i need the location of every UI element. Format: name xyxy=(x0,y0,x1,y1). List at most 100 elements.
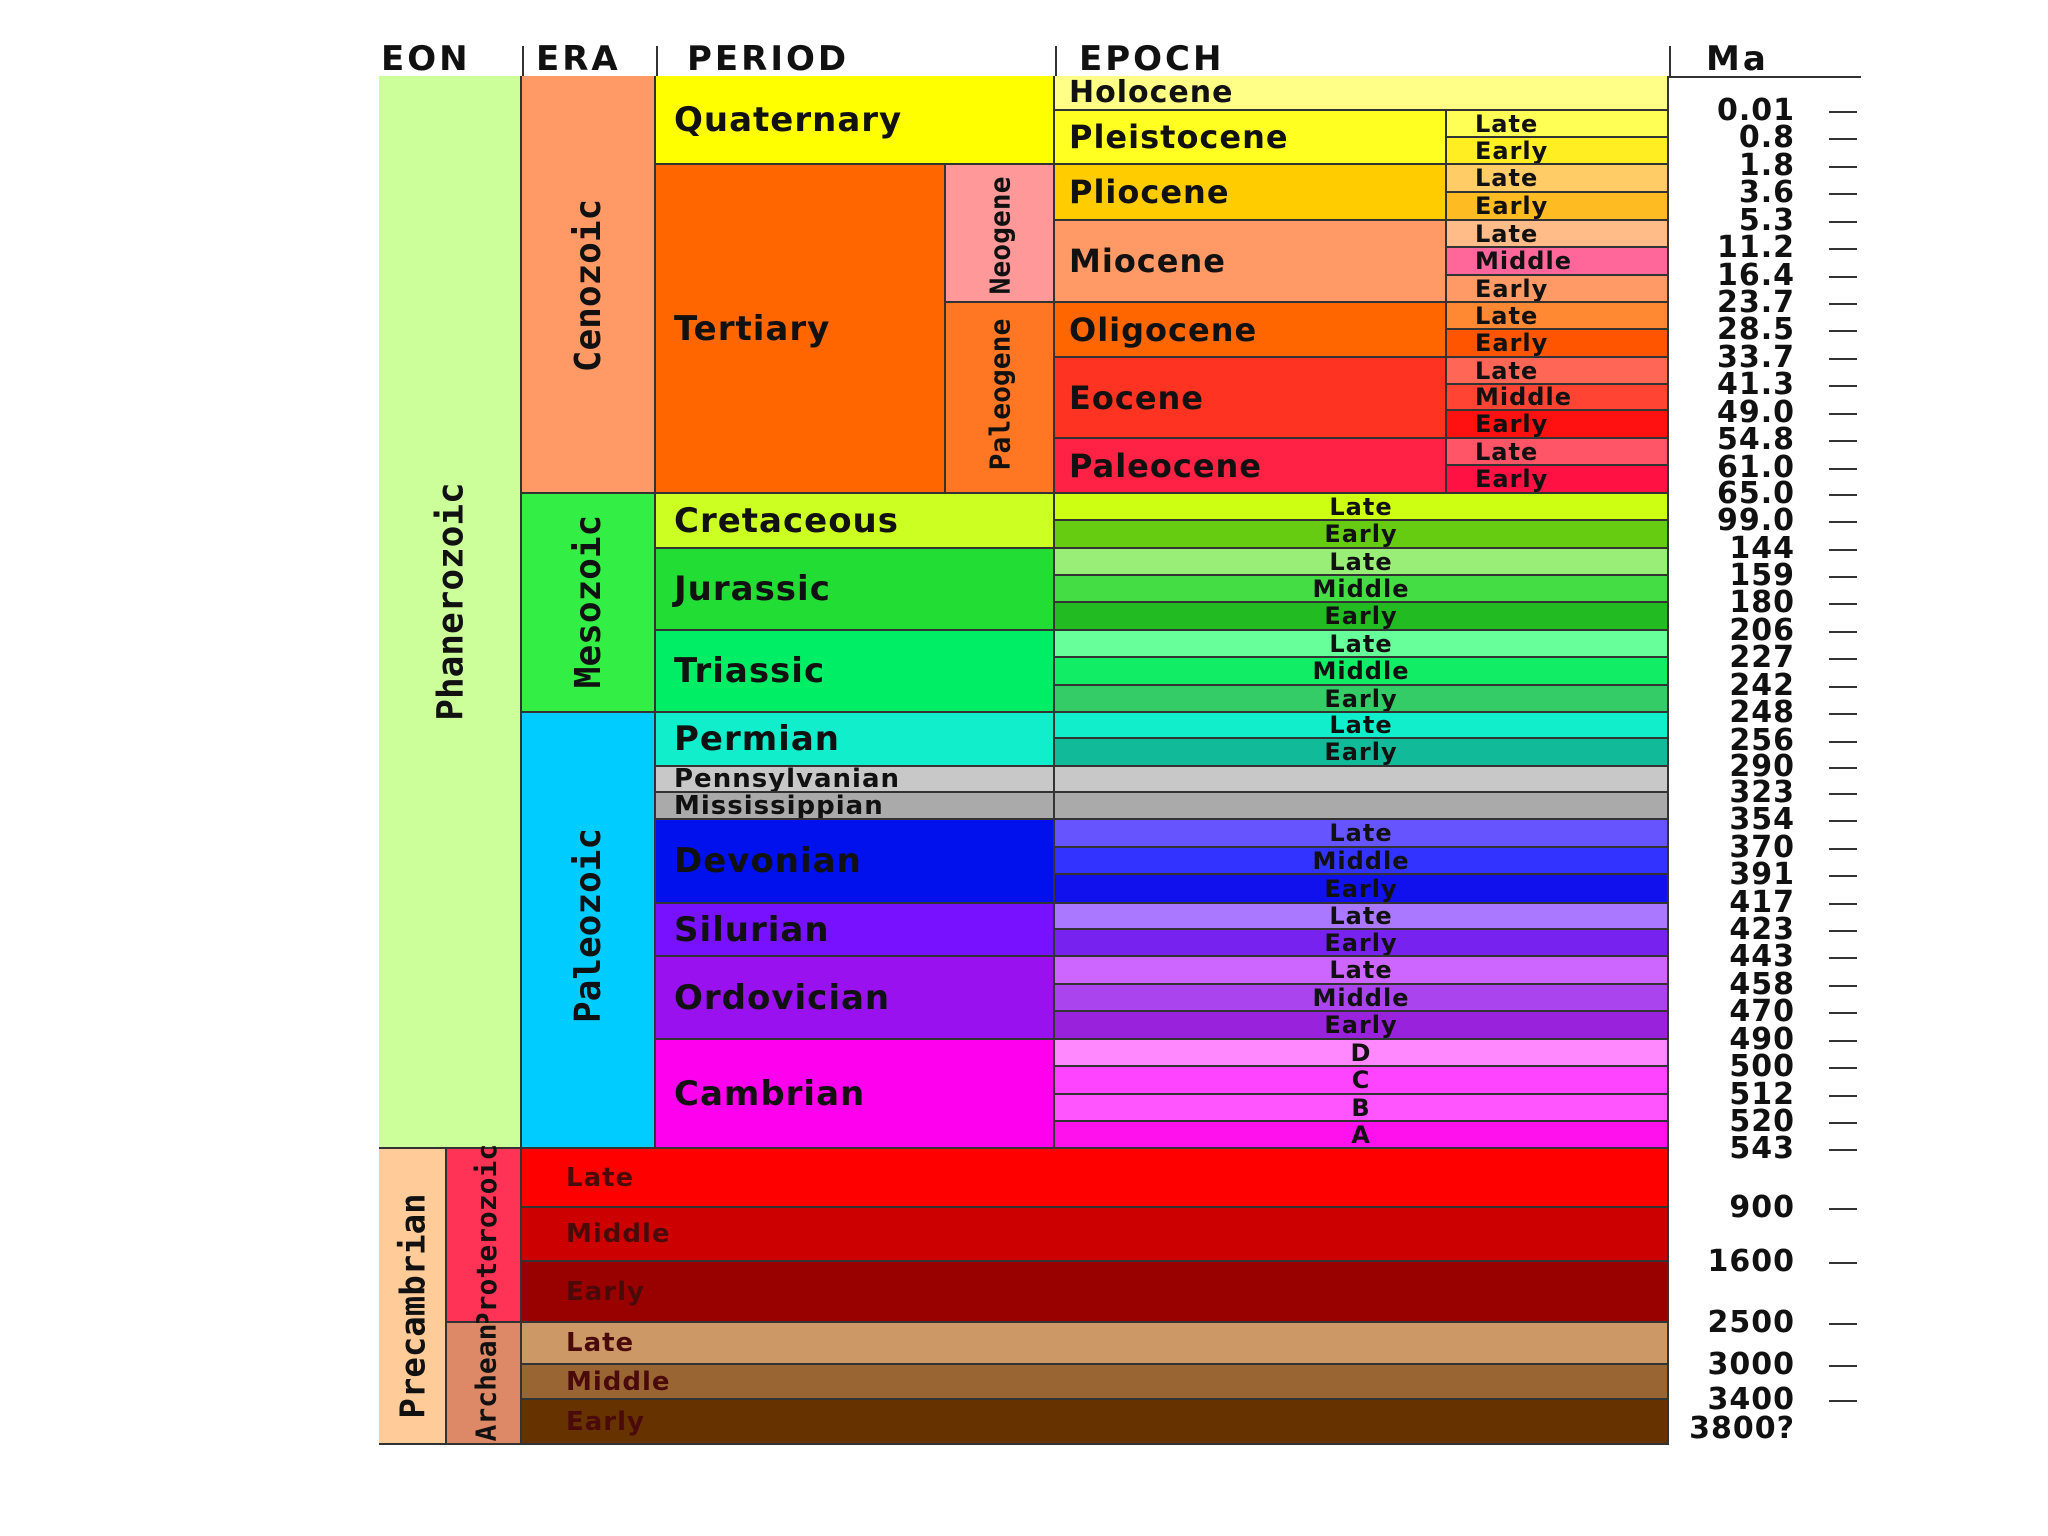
stage-20: D xyxy=(1055,1040,1669,1067)
stage-7-label: Early xyxy=(1324,686,1398,713)
period-pennsylvanian-label: Pennsylvanian xyxy=(674,767,901,793)
era-archean-label: Archean xyxy=(469,1322,503,1442)
stage-3-label: Middle xyxy=(1312,576,1410,603)
subepoch-9: Late xyxy=(1447,358,1669,385)
header-divider xyxy=(656,46,658,76)
epoch-eocene-label: Eocene xyxy=(1069,378,1204,417)
stage-19: Early xyxy=(1055,1012,1669,1040)
ma-label: 65.0 xyxy=(1716,476,1795,511)
ma-label: 443 xyxy=(1729,939,1795,974)
stage-23: A xyxy=(1055,1122,1669,1149)
ma-label: 512 xyxy=(1729,1077,1795,1112)
stage-9: Early xyxy=(1055,739,1669,767)
stage-5: Late xyxy=(1055,631,1669,658)
subepoch-0: Late xyxy=(1447,111,1669,138)
period-tertiary: Tertiary xyxy=(656,165,946,494)
ma-label: 227 xyxy=(1729,640,1795,675)
ma-label: 1.8 xyxy=(1738,148,1795,183)
eon-precambrian-label: Precambrian xyxy=(393,1193,434,1419)
period-silurian-label: Silurian xyxy=(674,909,830,950)
ma-tick xyxy=(1829,358,1857,360)
ma-tick xyxy=(1829,193,1857,195)
subepoch-13: Early xyxy=(1447,466,1669,494)
ma-tick xyxy=(1829,1365,1857,1367)
period-tertiary-label: Tertiary xyxy=(674,308,831,349)
ma-label: 354 xyxy=(1729,802,1795,837)
period-pennsylvanian: Pennsylvanian xyxy=(656,767,1055,793)
ma-label: 490 xyxy=(1729,1022,1795,1057)
ma-label: 323 xyxy=(1729,775,1795,810)
period-jurassic: Jurassic xyxy=(656,549,1055,631)
epoch-holocene: Holocene xyxy=(1055,76,1669,111)
ma-label: 23.7 xyxy=(1716,285,1795,320)
ma-tick xyxy=(1829,1400,1857,1402)
epoch-paleocene: Paleocene xyxy=(1055,439,1447,494)
precambrian-2: Early xyxy=(522,1262,1669,1323)
stage-0-label: Late xyxy=(1329,494,1393,521)
subepoch-8: Early xyxy=(1447,330,1669,358)
epoch-pleistocene-label: Pleistocene xyxy=(1069,118,1289,156)
period-devonian: Devonian xyxy=(656,820,1055,904)
subepoch-12-label: Late xyxy=(1475,439,1539,466)
stage-16: Early xyxy=(1055,930,1669,957)
stage-13-label: Middle xyxy=(1312,848,1410,875)
period-quaternary-label: Quaternary xyxy=(674,99,903,140)
subepoch-2: Late xyxy=(1447,165,1669,193)
period-triassic: Triassic xyxy=(656,631,1055,713)
ma-label: 99.0 xyxy=(1716,503,1795,538)
ma-label: 159 xyxy=(1729,558,1795,593)
subepoch-6-label: Early xyxy=(1475,276,1549,303)
ma-tick xyxy=(1829,767,1857,769)
ma-label: 470 xyxy=(1729,994,1795,1029)
ma-tick xyxy=(1829,1040,1857,1042)
stage-18-label: Middle xyxy=(1312,985,1410,1012)
era-cenozoic-label: Cenozoic xyxy=(567,198,609,372)
era-paleozoic xyxy=(522,713,656,1149)
stage-1: Early xyxy=(1055,521,1669,549)
ma-tick xyxy=(1829,686,1857,688)
subepoch-4: Late xyxy=(1447,221,1669,248)
header-epoch: EPOCH xyxy=(1079,39,1225,79)
stage-14: Early xyxy=(1055,875,1669,904)
period-mississippian-label: Mississippian xyxy=(674,793,884,820)
ma-tick xyxy=(1829,1149,1857,1151)
stage-6: Middle xyxy=(1055,658,1669,686)
stage-22: B xyxy=(1055,1095,1669,1122)
epoch-holocene-label: Holocene xyxy=(1069,76,1234,110)
ma-label: 3400 xyxy=(1707,1382,1795,1417)
era-cenozoic xyxy=(522,76,656,494)
ma-tick xyxy=(1829,631,1857,633)
ma-label: 54.8 xyxy=(1716,422,1795,457)
ma-tick xyxy=(1829,903,1857,905)
subepoch-4-label: Late xyxy=(1475,221,1539,248)
period-paleogene-label: Paleogene xyxy=(983,318,1017,470)
subepoch-13-label: Early xyxy=(1475,466,1549,493)
stage-21-label: C xyxy=(1351,1067,1371,1094)
ma-tick xyxy=(1829,741,1857,743)
precambrian-5: Early xyxy=(522,1400,1669,1445)
ma-label: 0.01 xyxy=(1716,93,1795,128)
epoch-pleistocene: Pleistocene xyxy=(1055,111,1447,165)
period-ordovician: Ordovician xyxy=(656,957,1055,1040)
period-devonian-label: Devonian xyxy=(674,841,862,881)
ma-label: 391 xyxy=(1729,857,1795,892)
period-cambrian: Cambrian xyxy=(656,1040,1055,1149)
ma-tick xyxy=(1829,1122,1857,1124)
epoch-miocene: Miocene xyxy=(1055,221,1447,303)
stage-19-label: Early xyxy=(1324,1012,1398,1039)
epoch-pliocene: Pliocene xyxy=(1055,165,1447,221)
ma-tick xyxy=(1829,875,1857,877)
eon-phanerozoic xyxy=(379,76,522,1149)
ma-tick xyxy=(1829,658,1857,660)
ma-label: 3800? xyxy=(1689,1411,1795,1446)
ma-label: 3000 xyxy=(1707,1347,1795,1382)
stage-21: C xyxy=(1055,1067,1669,1095)
ma-label: 11.2 xyxy=(1716,230,1795,265)
ma-label: 49.0 xyxy=(1716,395,1795,430)
ma-label: 370 xyxy=(1729,830,1795,865)
ma-tick xyxy=(1829,820,1857,822)
header-eon: EON xyxy=(381,39,471,79)
ma-tick xyxy=(1829,713,1857,715)
stage-2-label: Late xyxy=(1329,549,1393,576)
